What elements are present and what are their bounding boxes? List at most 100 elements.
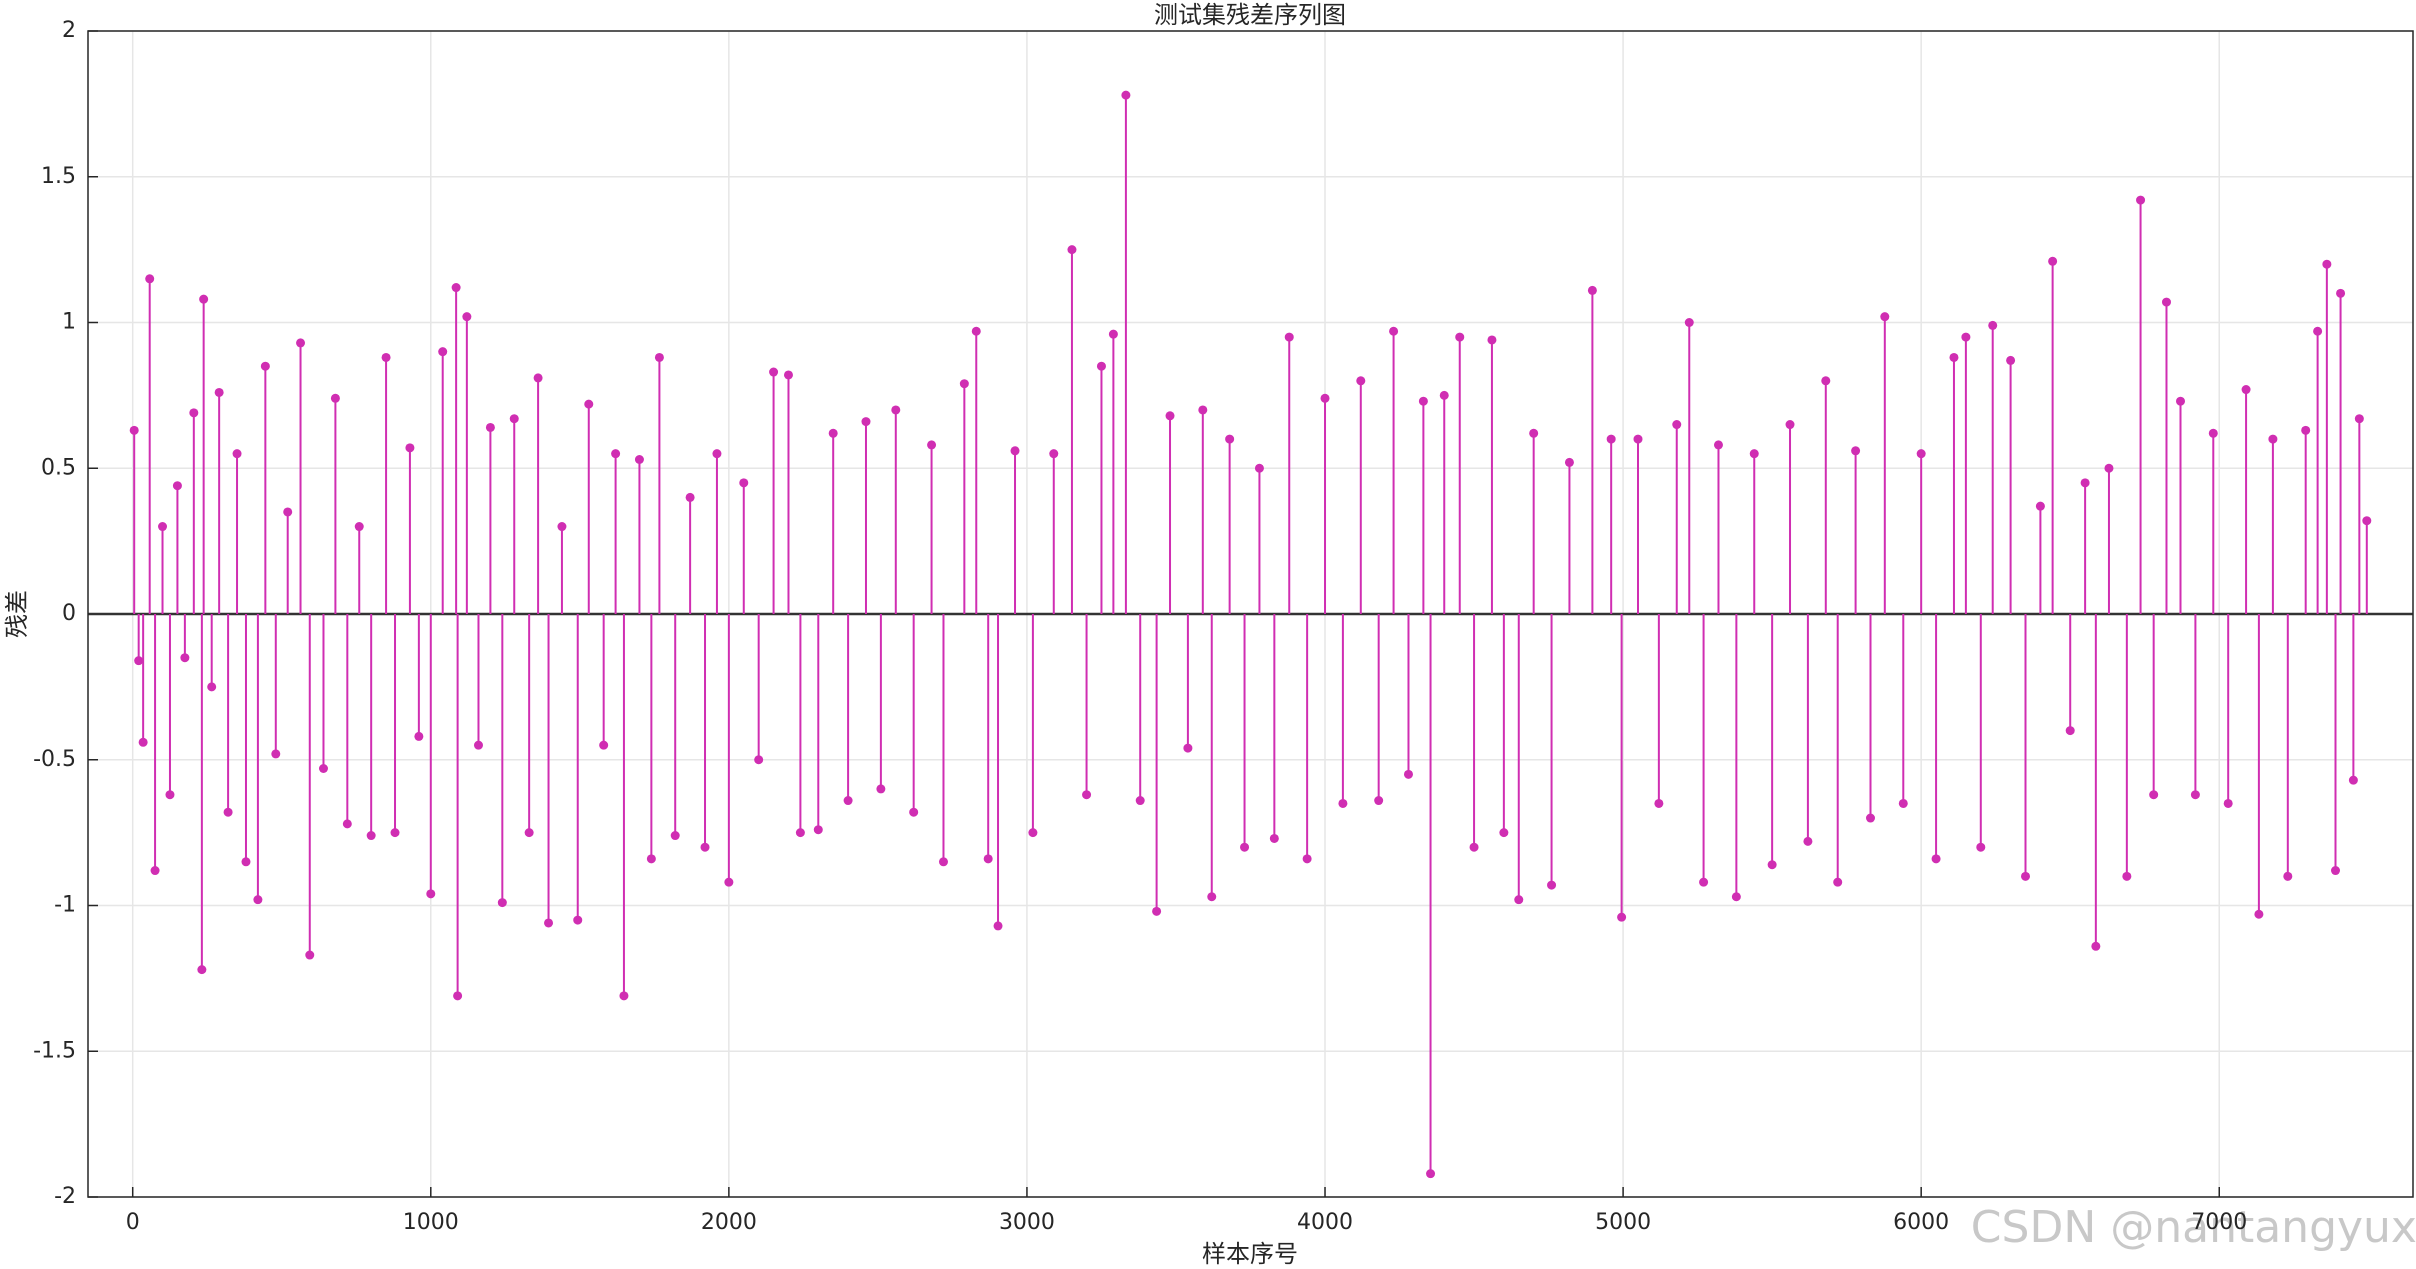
stem-marker	[1731, 892, 1741, 902]
stem-marker	[1833, 877, 1843, 887]
stem-marker	[1514, 895, 1524, 905]
stem-marker	[405, 443, 415, 453]
x-tick-label: 2000	[701, 1210, 757, 1235]
stem-marker	[165, 790, 175, 800]
stem-marker	[134, 656, 144, 666]
stem-marker	[414, 731, 424, 741]
stem-marker	[783, 370, 793, 380]
stem-marker	[197, 965, 207, 975]
x-tick-label: 0	[126, 1210, 140, 1235]
stem-marker	[354, 522, 364, 532]
stem-marker	[1499, 828, 1509, 838]
stem-marker	[1426, 1169, 1436, 1179]
stem-marker	[1096, 361, 1106, 371]
y-tick-label: -2	[54, 1184, 76, 1209]
stem-marker	[1356, 376, 1366, 386]
stem-marker	[2223, 798, 2233, 808]
stem-marker	[497, 898, 507, 908]
stem-marker	[670, 831, 680, 841]
stem-marker	[2035, 501, 2045, 511]
stem-marker	[1320, 393, 1330, 403]
stem-marker	[909, 807, 919, 817]
stem-marker	[1880, 312, 1890, 322]
y-tick-label: 0.5	[41, 455, 76, 480]
stem-marker	[533, 373, 543, 383]
stem-marker	[509, 414, 519, 424]
stem-marker	[739, 478, 749, 488]
stem-marker	[1529, 428, 1539, 438]
y-tick-label: 2	[62, 18, 76, 43]
stem-marker	[1469, 842, 1479, 852]
stem-marker	[1225, 434, 1235, 444]
stem-marker	[1949, 352, 1959, 362]
stem-marker	[1767, 860, 1777, 870]
stem-marker	[145, 274, 155, 284]
stem-marker	[2021, 871, 2030, 881]
stem-marker	[1284, 332, 1294, 342]
stem-marker	[241, 857, 251, 867]
stem-marker	[927, 440, 937, 450]
stem-marker	[654, 352, 664, 362]
stem-marker	[876, 784, 886, 794]
stem-marker	[2354, 414, 2364, 424]
stem-marker	[473, 740, 483, 750]
stem-marker	[2348, 775, 2358, 785]
stem-marker	[138, 737, 148, 747]
x-tick-label: 4000	[1297, 1210, 1353, 1235]
y-axis-label: 残差	[3, 590, 31, 638]
stem-marker	[983, 854, 993, 864]
stem-marker	[1389, 326, 1399, 336]
stem-marker	[544, 918, 554, 928]
stem-marker	[843, 796, 853, 806]
stem-marker	[2322, 259, 2332, 269]
stem-marker	[1633, 434, 1643, 444]
stem-marker	[438, 347, 448, 357]
stem-marker	[2313, 326, 2323, 336]
stem-marker	[1254, 463, 1264, 473]
stem-marker	[453, 991, 463, 1001]
stem-marker	[646, 854, 656, 864]
stem-marker	[1821, 376, 1831, 386]
stem-marker	[1564, 457, 1574, 467]
stem-marker	[1302, 854, 1312, 864]
stem-marker	[2065, 726, 2075, 736]
y-tick-label: -1.5	[33, 1038, 76, 1063]
stem-marker	[712, 449, 722, 459]
stem-marker	[1672, 420, 1682, 430]
stem-marker	[1547, 880, 1557, 890]
stem-marker	[260, 361, 270, 371]
stem-marker	[366, 831, 376, 841]
stem-marker	[1803, 836, 1813, 846]
x-tick-label: 6000	[1893, 1210, 1949, 1235]
stem-marker	[573, 915, 583, 925]
stem-marker	[462, 312, 472, 322]
stem-marker	[2176, 396, 2185, 406]
stem-marker	[769, 367, 779, 377]
stem-marker	[1240, 842, 1250, 852]
stem-marker	[1049, 449, 1059, 459]
stem-marker	[451, 283, 461, 293]
stem-marker	[214, 387, 224, 397]
stem-marker	[685, 492, 695, 502]
stem-marker	[584, 399, 594, 409]
stem-marker	[2122, 871, 2132, 881]
stem-marker	[971, 326, 981, 336]
stem-marker	[2161, 297, 2171, 307]
stem-marker	[342, 819, 352, 829]
stem-marker	[1976, 842, 1986, 852]
stem-marker	[993, 921, 1003, 931]
stem-marker	[1207, 892, 1217, 902]
stem-marker	[1121, 90, 1131, 100]
stem-marker	[199, 294, 209, 304]
stem-marker	[1587, 285, 1597, 295]
stem-marker	[2362, 516, 2372, 526]
stem-marker	[426, 889, 436, 899]
stem-marker	[754, 755, 764, 765]
stem-marker	[330, 393, 340, 403]
stem-marker	[938, 857, 948, 867]
stem-marker	[1617, 912, 1627, 922]
stem-marker	[1988, 320, 1998, 330]
stem-marker	[2301, 425, 2311, 435]
stem-marker	[2006, 355, 2016, 365]
stem-marker	[2136, 195, 2146, 205]
